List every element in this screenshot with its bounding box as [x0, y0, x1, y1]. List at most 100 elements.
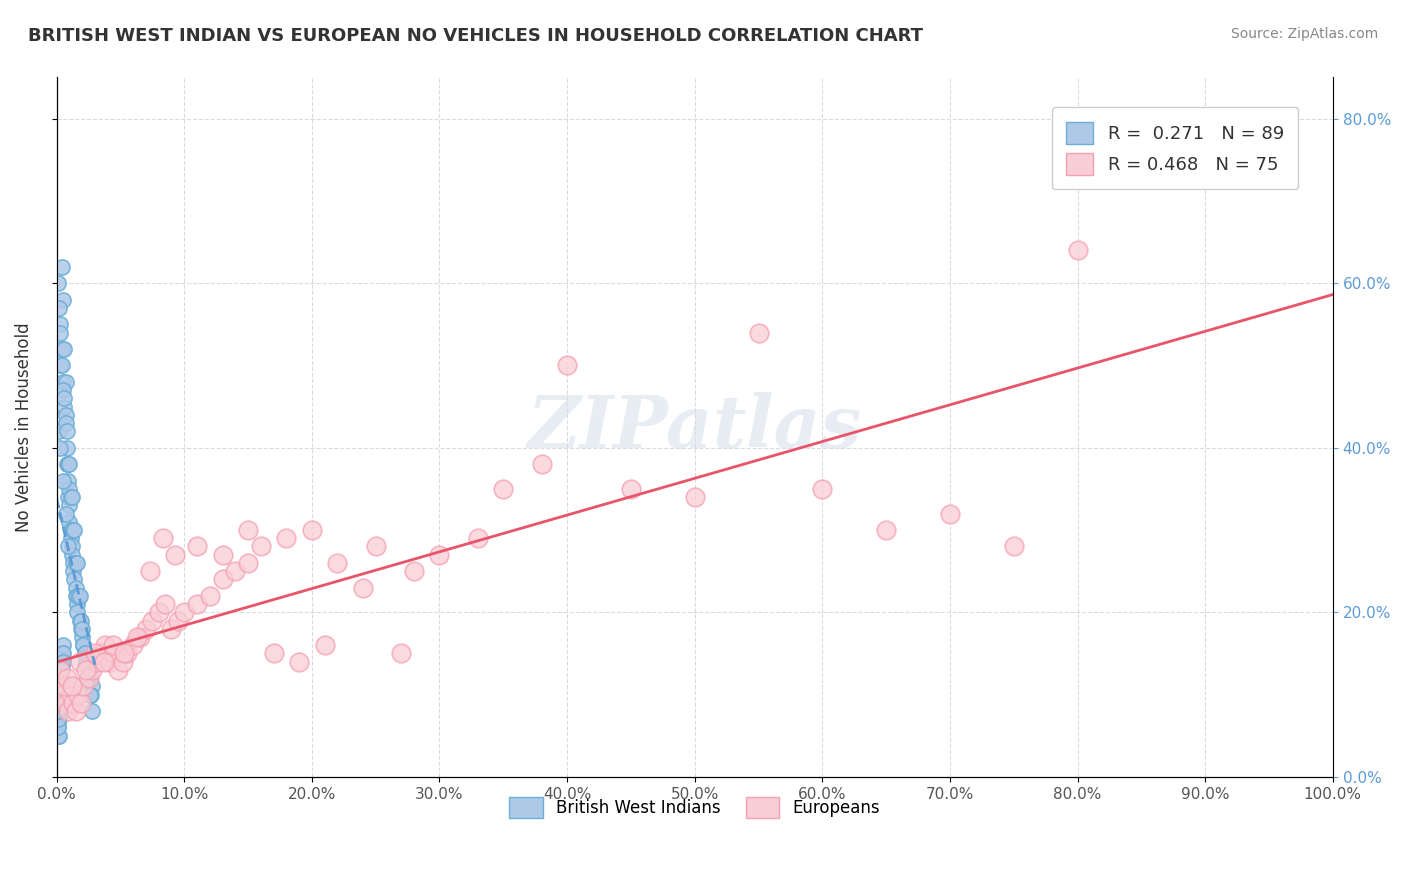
Point: [72, 679, 94, 693]
Point: [77, 663, 100, 677]
Point: [70, 630, 93, 644]
Point: [60, 490, 83, 504]
Point: [67, 688, 90, 702]
Point: [52, 638, 75, 652]
Point: [249, 540, 271, 554]
Point: [48, 301, 70, 315]
Point: [52, 375, 75, 389]
Point: [55, 507, 77, 521]
Point: [236, 523, 259, 537]
Point: [49, 326, 72, 340]
Point: [402, 564, 425, 578]
Point: [59, 490, 82, 504]
Point: [63, 523, 86, 537]
Point: [48, 671, 70, 685]
Point: [93, 655, 115, 669]
Point: [46, 721, 69, 735]
Point: [429, 548, 451, 562]
Point: [72, 638, 94, 652]
Point: [211, 548, 233, 562]
Point: [69, 614, 91, 628]
Point: [49, 671, 72, 685]
Point: [66, 605, 89, 619]
Point: [288, 655, 311, 669]
Point: [94, 638, 117, 652]
Point: [389, 647, 412, 661]
Point: [55, 375, 77, 389]
Point: [107, 663, 129, 677]
Point: [811, 482, 834, 496]
Point: [49, 318, 72, 332]
Point: [65, 581, 87, 595]
Point: [103, 647, 125, 661]
Point: [530, 457, 553, 471]
Point: [48, 424, 70, 438]
Point: [115, 647, 138, 661]
Point: [492, 482, 515, 496]
Point: [69, 655, 91, 669]
Point: [51, 647, 73, 661]
Point: [73, 647, 96, 661]
Point: [364, 540, 387, 554]
Point: [72, 638, 94, 652]
Point: [52, 655, 75, 669]
Point: [51, 359, 73, 373]
Point: [52, 474, 75, 488]
Point: [48, 729, 70, 743]
Point: [46, 696, 69, 710]
Point: [82, 663, 104, 677]
Point: [48, 712, 70, 726]
Point: [276, 531, 298, 545]
Point: [56, 474, 79, 488]
Point: [73, 647, 96, 661]
Point: [79, 688, 101, 702]
Point: [148, 605, 170, 619]
Point: [58, 482, 80, 496]
Point: [53, 400, 76, 414]
Point: [165, 548, 187, 562]
Point: [939, 507, 962, 521]
Point: [80, 688, 103, 702]
Point: [55, 416, 77, 430]
Point: [112, 647, 135, 661]
Point: [90, 647, 112, 661]
Point: [173, 605, 195, 619]
Point: [75, 655, 97, 669]
Point: [51, 260, 73, 274]
Point: [326, 556, 349, 570]
Text: Source: ZipAtlas.com: Source: ZipAtlas.com: [1230, 27, 1378, 41]
Point: [70, 622, 93, 636]
Point: [53, 392, 76, 406]
Point: [58, 515, 80, 529]
Point: [56, 540, 79, 554]
Point: [152, 531, 174, 545]
Point: [55, 408, 77, 422]
Point: [1002, 540, 1025, 554]
Point: [60, 540, 83, 554]
Point: [82, 704, 104, 718]
Point: [56, 490, 79, 504]
Point: [56, 671, 79, 685]
Point: [160, 622, 183, 636]
Text: BRITISH WEST INDIAN VS EUROPEAN NO VEHICLES IN HOUSEHOLD CORRELATION CHART: BRITISH WEST INDIAN VS EUROPEAN NO VEHIC…: [28, 27, 924, 45]
Point: [66, 556, 89, 570]
Point: [62, 556, 84, 570]
Point: [263, 647, 285, 661]
Point: [352, 581, 374, 595]
Point: [70, 696, 93, 710]
Point: [60, 679, 83, 693]
Point: [51, 663, 73, 677]
Point: [1066, 244, 1088, 258]
Point: [77, 671, 100, 685]
Point: [467, 531, 489, 545]
Point: [747, 326, 769, 340]
Point: [51, 342, 73, 356]
Point: [65, 589, 87, 603]
Point: [58, 457, 80, 471]
Point: [198, 589, 221, 603]
Point: [49, 359, 72, 373]
Point: [46, 688, 69, 702]
Point: [620, 482, 643, 496]
Point: [186, 540, 208, 554]
Point: [65, 556, 87, 570]
